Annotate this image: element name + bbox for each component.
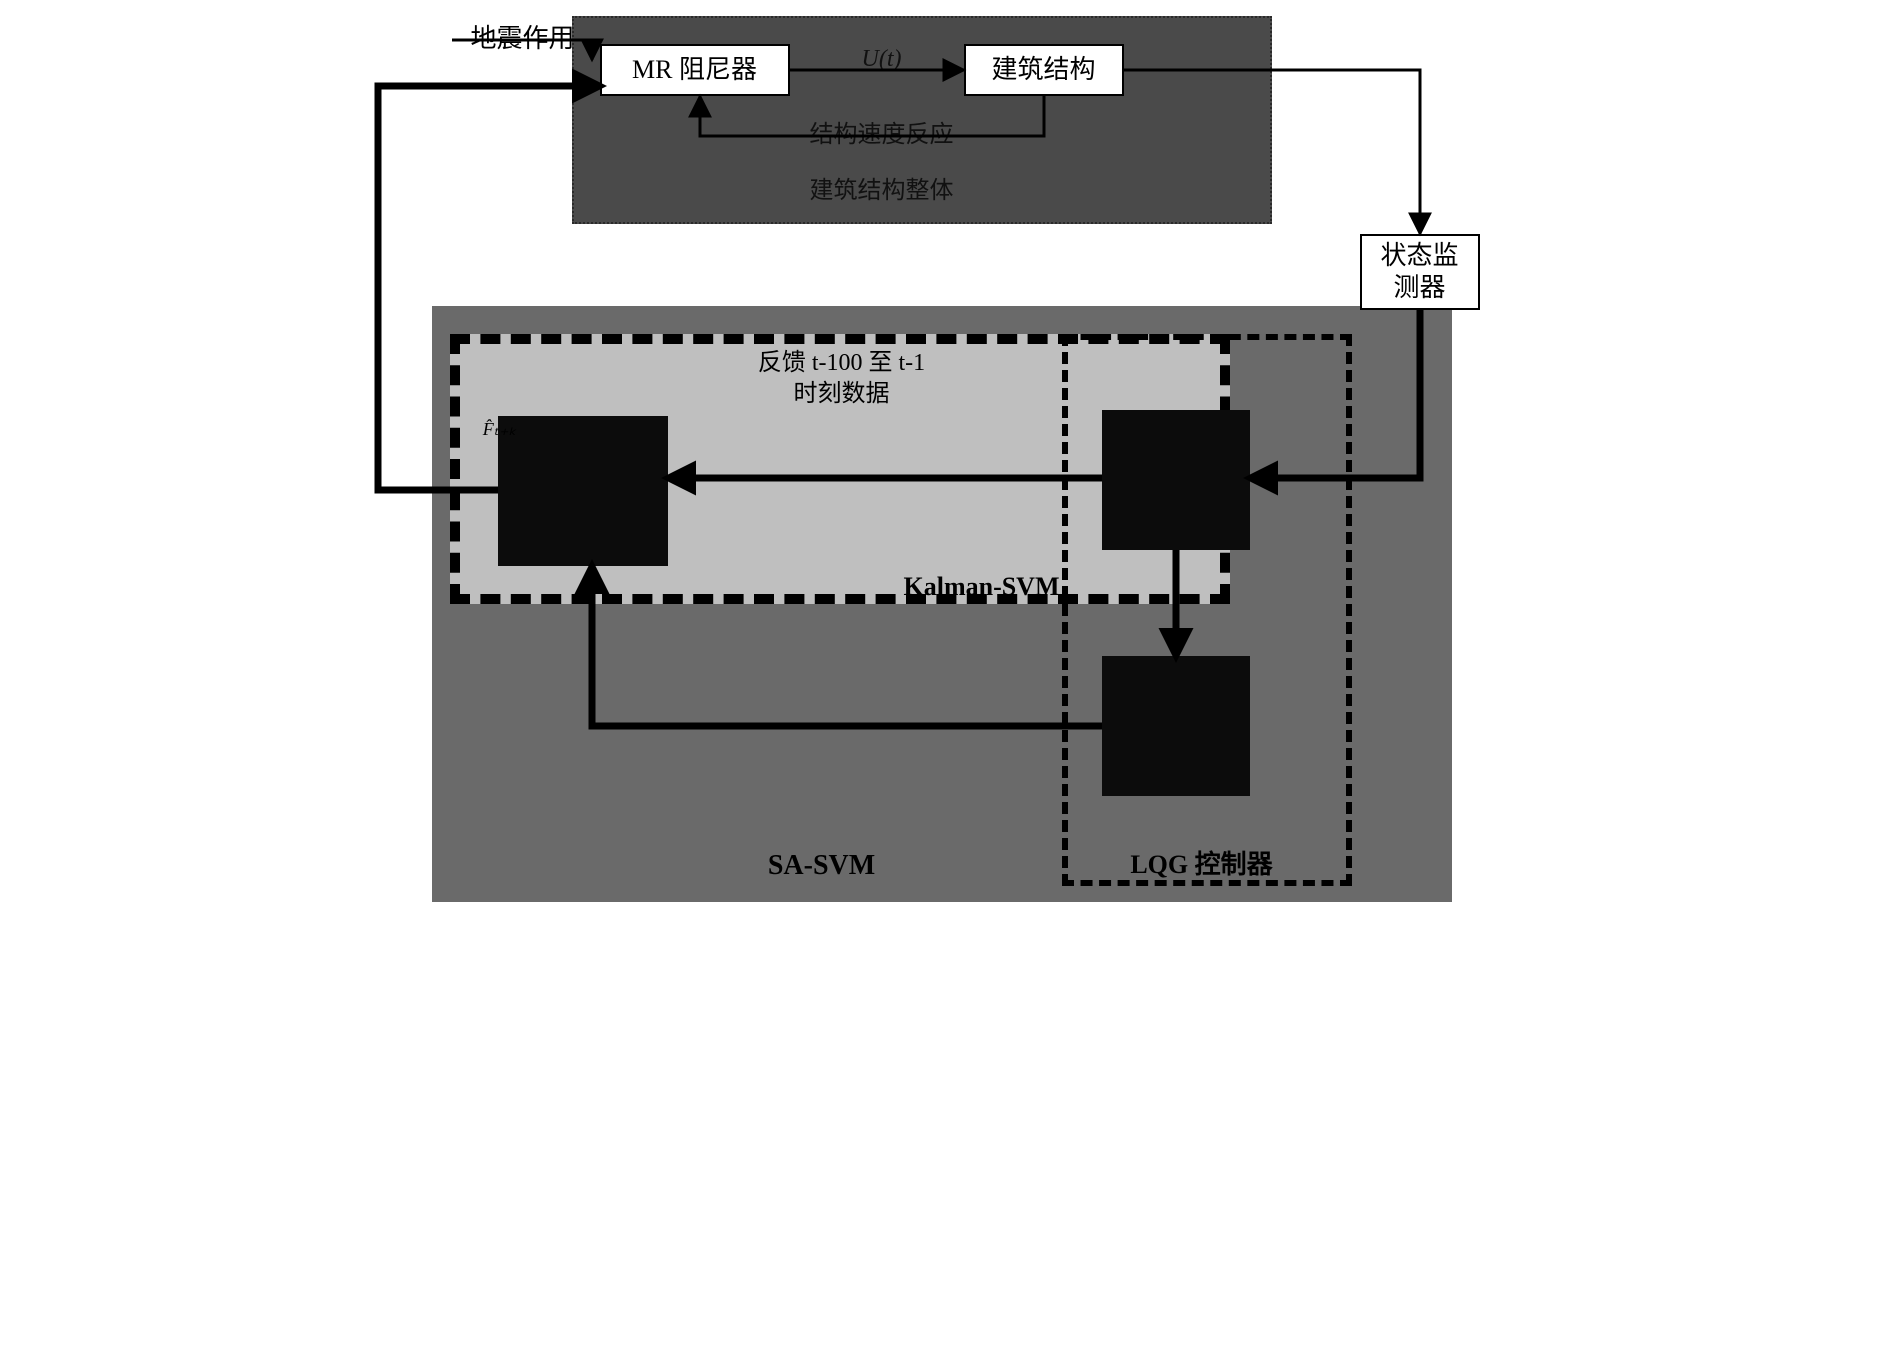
box-state-monitor: 状态监 测器 — [1360, 234, 1480, 310]
label-feedback: 反馈 t-100 至 t-1 时刻数据 — [682, 348, 1002, 416]
label-fhat: F̂ₜ₊ₖ — [470, 418, 530, 448]
building-label: 建筑结构 — [991, 54, 1095, 87]
box-building: 建筑结构 — [964, 44, 1124, 96]
box-mr-damper: MR 阻尼器 — [600, 44, 790, 96]
block-right — [1102, 410, 1250, 550]
label-sa-svm: SA-SVM — [732, 848, 912, 882]
block-bottom — [1102, 656, 1250, 796]
label-ut: U(t) — [842, 44, 922, 84]
label-lqg: LQG 控制器 — [1092, 848, 1312, 882]
label-whole-building: 建筑结构整体 — [772, 176, 992, 210]
mr-damper-label: MR 阻尼器 — [632, 54, 757, 87]
label-kalman: Kalman-SVM — [862, 570, 1102, 604]
label-vel-feedback: 结构速度反应 — [772, 120, 992, 154]
label-earthquake: 地震作用 — [458, 22, 588, 58]
state-monitor-label: 状态监 测器 — [1380, 240, 1458, 305]
diagram-canvas: MR 阻尼器 建筑结构 状态监 测器 地震作用 U(t) 结构速度反应 建筑结构… — [302, 0, 1582, 918]
